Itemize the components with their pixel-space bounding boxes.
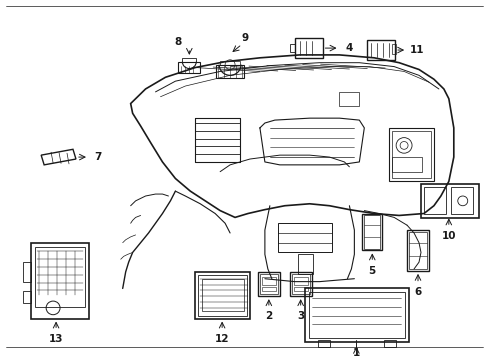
Bar	[304, 288, 408, 342]
Text: 6: 6	[413, 288, 421, 297]
Bar	[450, 187, 472, 213]
Bar	[289, 44, 294, 52]
Text: 5: 5	[368, 266, 375, 276]
Bar	[202, 279, 244, 311]
Bar	[391, 44, 395, 54]
Bar	[23, 291, 31, 303]
Bar	[406, 230, 428, 271]
Text: 4: 4	[345, 43, 352, 53]
Bar	[178, 62, 200, 73]
Bar	[31, 243, 89, 319]
Bar	[257, 272, 279, 296]
Bar	[408, 232, 426, 269]
Bar	[362, 213, 382, 251]
Bar	[260, 274, 277, 294]
Bar	[293, 277, 307, 284]
Bar	[308, 292, 404, 338]
Bar	[297, 255, 312, 274]
Text: 8: 8	[174, 37, 182, 47]
Bar	[195, 272, 249, 319]
Bar	[289, 272, 311, 296]
Text: 9: 9	[241, 33, 248, 43]
Text: 13: 13	[49, 334, 63, 344]
Text: 12: 12	[214, 334, 229, 344]
Text: 10: 10	[441, 231, 455, 241]
Bar	[339, 92, 359, 107]
Bar	[277, 223, 332, 252]
Bar	[317, 340, 329, 347]
Text: 11: 11	[409, 45, 424, 55]
Bar	[220, 61, 240, 65]
Bar	[364, 216, 380, 248]
Bar	[216, 65, 244, 78]
Text: 3: 3	[296, 311, 304, 321]
Text: 1: 1	[352, 348, 359, 358]
Bar	[294, 39, 322, 58]
Bar	[391, 157, 421, 172]
Bar	[423, 187, 445, 213]
Bar	[198, 275, 246, 316]
Bar	[366, 40, 394, 60]
Bar	[391, 131, 430, 179]
Text: 2: 2	[264, 311, 272, 321]
Bar	[23, 262, 31, 282]
Bar	[262, 277, 275, 284]
Bar	[182, 58, 196, 62]
Bar	[420, 184, 478, 219]
Bar	[35, 247, 85, 307]
Bar	[293, 288, 307, 291]
Bar	[388, 128, 433, 181]
Bar	[291, 274, 309, 294]
Text: 7: 7	[94, 152, 102, 162]
Bar	[384, 340, 395, 347]
Bar	[262, 288, 275, 291]
